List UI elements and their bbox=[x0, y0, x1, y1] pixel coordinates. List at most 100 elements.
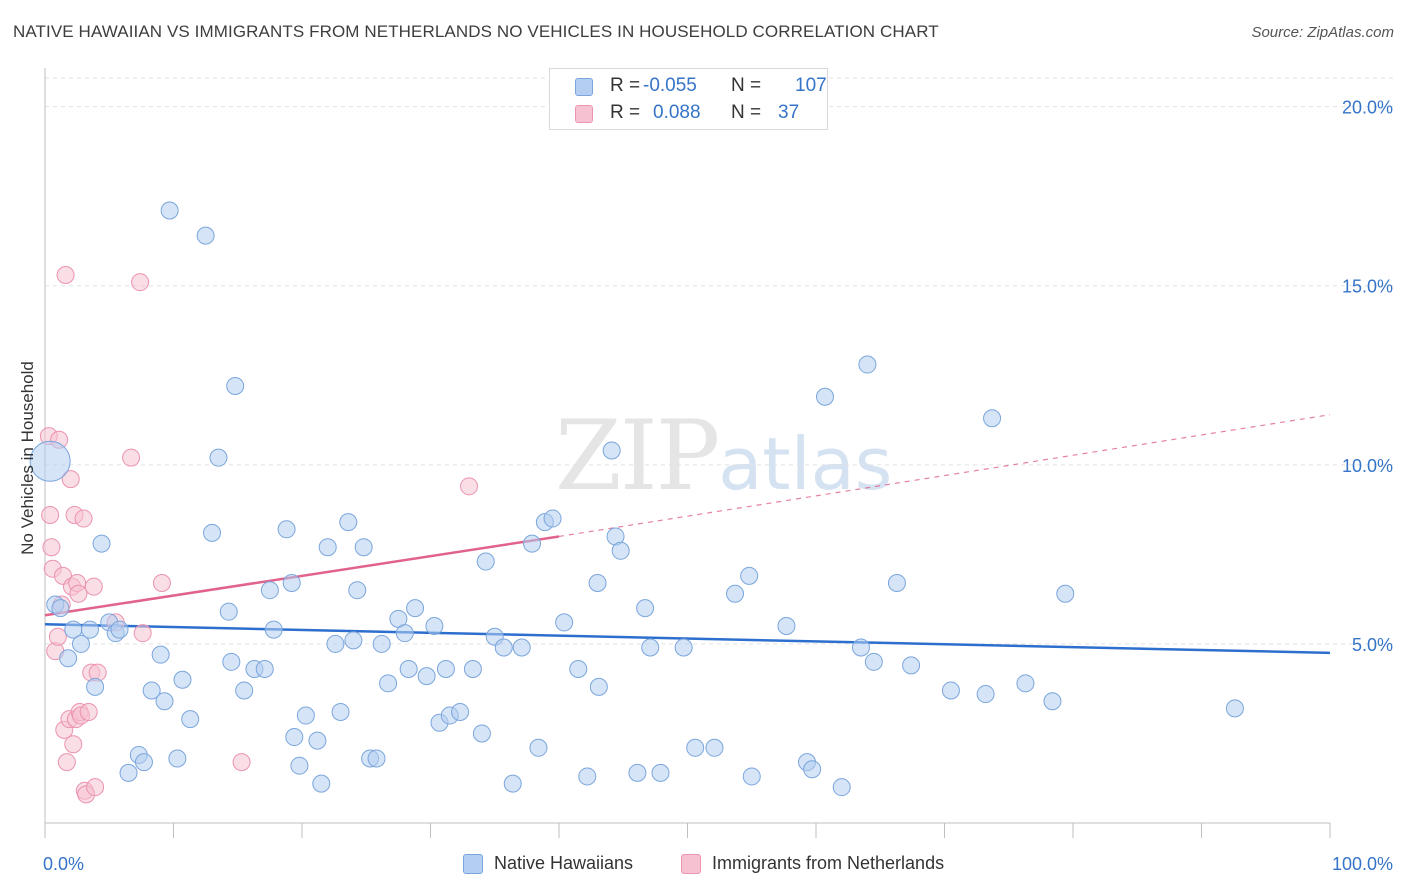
y-tick-label: 15.0% bbox=[1342, 277, 1393, 297]
tick-labels: 5.0% 10.0% 15.0% 20.0% 0.0% 100.0% bbox=[43, 98, 1393, 874]
point-native-hawaiian bbox=[941, 681, 960, 700]
point-native-hawaiian bbox=[589, 677, 608, 696]
point-native-hawaiian bbox=[611, 541, 630, 560]
point-native-hawaiian bbox=[555, 613, 574, 632]
point-native-hawaiian bbox=[503, 774, 522, 793]
legend-r-value: -0.055 bbox=[643, 75, 697, 96]
point-native-hawaiian bbox=[832, 778, 851, 797]
point-native-hawaiian bbox=[887, 574, 906, 593]
point-native-hawaiian bbox=[726, 584, 745, 603]
point-native-hawaiian bbox=[395, 624, 414, 643]
point-native-hawaiian bbox=[219, 602, 238, 621]
legend-r-label: R = bbox=[610, 75, 641, 96]
points-native-hawaiians bbox=[29, 201, 1244, 797]
point-native-hawaiian bbox=[705, 738, 724, 757]
point-native-hawaiian bbox=[864, 652, 883, 671]
point-native-hawaiian bbox=[463, 659, 482, 678]
point-netherlands bbox=[460, 477, 479, 496]
point-netherlands bbox=[61, 470, 80, 489]
point-native-hawaiian bbox=[494, 638, 513, 657]
x-tick-label: 0.0% bbox=[43, 854, 84, 874]
watermark: ZIPatlas bbox=[555, 400, 893, 512]
point-netherlands bbox=[69, 584, 88, 603]
point-native-hawaiian bbox=[851, 638, 870, 657]
point-native-hawaiian bbox=[815, 387, 834, 406]
legend-n-label: N = bbox=[731, 102, 762, 123]
y-tick-label: 10.0% bbox=[1342, 456, 1393, 476]
legend-r-label: R = bbox=[610, 102, 641, 123]
point-native-hawaiian bbox=[1225, 699, 1244, 718]
point-native-hawaiian bbox=[119, 763, 138, 782]
y-tick-label: 5.0% bbox=[1352, 635, 1393, 655]
point-native-hawaiian bbox=[222, 652, 241, 671]
point-native-hawaiian bbox=[372, 634, 391, 653]
point-netherlands bbox=[56, 265, 75, 284]
trend-line-native-hawaiians bbox=[44, 622, 1331, 655]
point-native-hawaiian bbox=[282, 574, 301, 593]
point-native-hawaiian bbox=[578, 767, 597, 786]
point-native-hawaiian bbox=[264, 620, 283, 639]
trend-lines bbox=[44, 414, 1331, 655]
point-native-hawaiian bbox=[209, 448, 228, 467]
point-native-hawaiian bbox=[86, 677, 105, 696]
point-native-hawaiian bbox=[290, 756, 309, 775]
point-netherlands bbox=[74, 509, 93, 528]
point-native-hawaiian bbox=[339, 513, 358, 532]
point-native-hawaiian bbox=[858, 355, 877, 374]
point-native-hawaiian bbox=[686, 738, 705, 757]
point-netherlands bbox=[86, 778, 105, 797]
point-native-hawaiian bbox=[451, 702, 470, 721]
point-netherlands bbox=[42, 538, 61, 557]
points-immigrants-from-netherlands bbox=[39, 265, 479, 804]
point-netherlands bbox=[79, 702, 98, 721]
series-legend: Native Hawaiians Immigrants from Netherl… bbox=[0, 852, 1406, 878]
point-native-hawaiian bbox=[277, 520, 296, 539]
point-native-hawaiian bbox=[155, 692, 174, 711]
point-native-hawaiian bbox=[569, 659, 588, 678]
point-native-hawaiian bbox=[523, 534, 542, 553]
point-native-hawaiian bbox=[151, 645, 170, 664]
point-native-hawaiian bbox=[406, 599, 425, 618]
y-tick-label: 20.0% bbox=[1342, 98, 1393, 118]
point-native-hawaiian bbox=[142, 681, 161, 700]
point-native-hawaiian bbox=[529, 738, 548, 757]
point-native-hawaiian bbox=[51, 599, 70, 618]
legend-r-value: 0.088 bbox=[653, 102, 701, 123]
gridlines bbox=[45, 77, 1395, 645]
point-native-hawaiian bbox=[602, 441, 621, 460]
chart-title: NATIVE HAWAIIAN VS IMMIGRANTS FROM NETHE… bbox=[13, 22, 939, 41]
point-native-hawaiian bbox=[285, 728, 304, 747]
point-native-hawaiian bbox=[512, 638, 531, 657]
point-native-hawaiian bbox=[543, 509, 562, 528]
legend-label: Immigrants from Netherlands bbox=[712, 853, 945, 873]
legend-n-label: N = bbox=[731, 75, 762, 96]
point-native-hawaiian bbox=[71, 634, 90, 653]
point-native-hawaiian bbox=[235, 681, 254, 700]
point-native-hawaiian bbox=[260, 581, 279, 600]
axes bbox=[44, 68, 1331, 838]
point-native-hawaiian bbox=[472, 724, 491, 743]
legend-n-value: 37 bbox=[778, 102, 800, 123]
legend-n-value: 107 bbox=[795, 75, 827, 96]
point-native-hawaiian bbox=[367, 749, 386, 768]
point-netherlands bbox=[122, 448, 141, 467]
legend-label: Native Hawaiians bbox=[494, 853, 634, 873]
point-native-hawaiian bbox=[348, 581, 367, 600]
point-netherlands bbox=[64, 735, 83, 754]
point-native-hawaiian bbox=[110, 620, 129, 639]
point-native-hawaiian bbox=[399, 659, 418, 678]
point-native-hawaiian bbox=[312, 774, 331, 793]
point-native-hawaiian bbox=[1056, 584, 1075, 603]
point-netherlands bbox=[48, 627, 67, 646]
point-native-hawaiian bbox=[134, 753, 153, 772]
point-netherlands bbox=[41, 505, 60, 524]
point-native-hawaiian bbox=[296, 706, 315, 725]
point-native-hawaiian bbox=[425, 617, 444, 636]
point-native-hawaiian bbox=[344, 631, 363, 650]
point-native-hawaiian bbox=[181, 710, 200, 729]
point-native-hawaiian bbox=[308, 731, 327, 750]
point-native-hawaiian bbox=[354, 538, 373, 557]
point-native-hawaiian bbox=[160, 201, 179, 220]
point-netherlands bbox=[57, 753, 76, 772]
